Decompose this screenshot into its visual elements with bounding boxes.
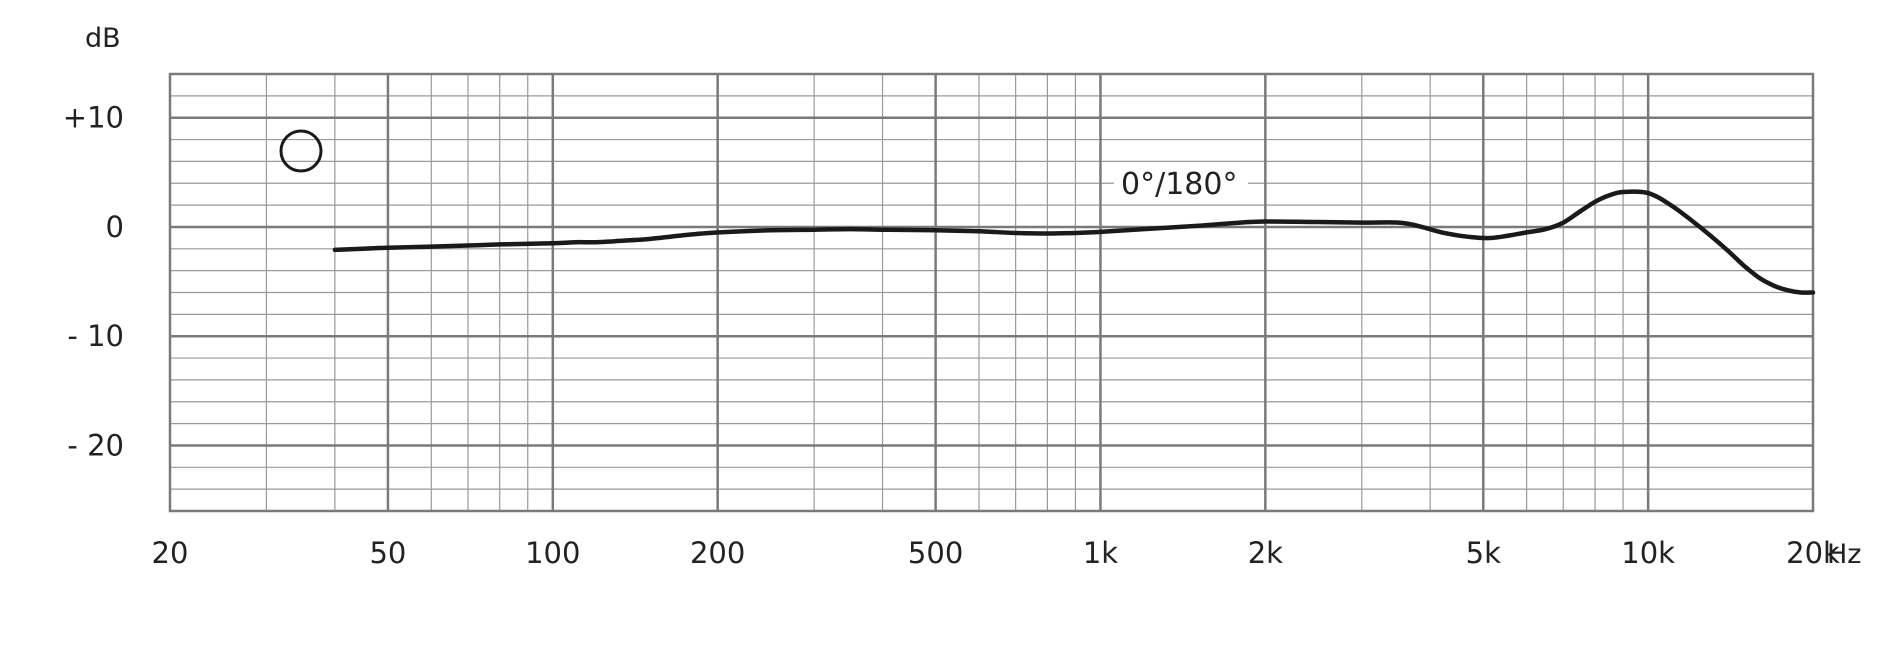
curve-label-background (1114, 163, 1248, 203)
y-axis-unit-label: dB (85, 23, 121, 54)
x-tick-label: 5k (1466, 536, 1501, 570)
y-tick-label: 0 (106, 210, 124, 244)
x-tick-label: 50 (369, 536, 406, 570)
y-tick-label: - 20 (67, 428, 124, 462)
grid-minor-lines (170, 74, 1813, 511)
series-label: 0°/180° (1121, 167, 1237, 202)
x-tick-label: 20k (1786, 536, 1840, 570)
x-axis-tick-labels: 20 50 100 200 500 1k 2k 5k 10k 20k (152, 536, 1841, 570)
response-curve-0-180 (332, 189, 1816, 295)
x-tick-label: 500 (908, 536, 963, 570)
x-tick-label: 100 (525, 536, 580, 570)
x-axis-unit-label: Hz (1827, 539, 1861, 570)
grid-major-lines (170, 74, 1813, 511)
x-tick-label: 20 (152, 536, 189, 570)
y-tick-label: - 10 (67, 319, 124, 353)
omnidirectional-circle-icon (279, 129, 323, 173)
x-tick-label: 1k (1083, 536, 1118, 570)
y-axis-tick-labels: +10 0 - 10 - 20 (63, 101, 124, 463)
x-tick-label: 200 (690, 536, 745, 570)
x-tick-label: 2k (1248, 536, 1283, 570)
x-tick-label: 10k (1621, 536, 1675, 570)
y-tick-label: +10 (63, 101, 124, 135)
